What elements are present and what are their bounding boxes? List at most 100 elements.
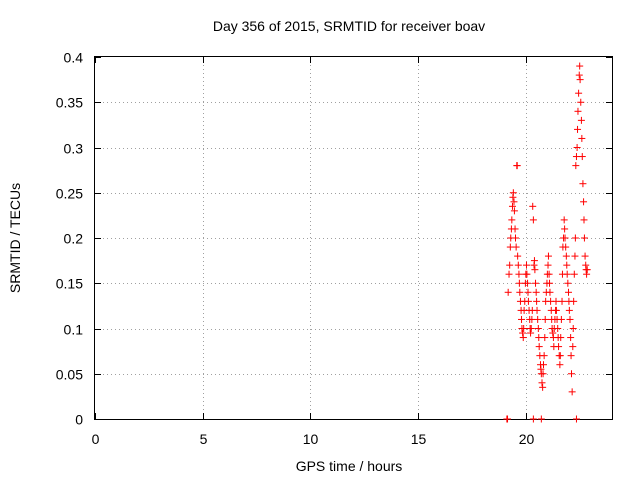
- data-point: [570, 297, 578, 305]
- data-point: [508, 202, 516, 210]
- data-points: [503, 62, 591, 423]
- data-point: [569, 343, 577, 351]
- data-point: [530, 257, 538, 265]
- data-point: [529, 216, 537, 224]
- data-point: [578, 153, 586, 161]
- data-point: [576, 62, 584, 70]
- x-tick-label: 0: [92, 431, 100, 447]
- data-point: [580, 234, 588, 242]
- data-point: [524, 279, 532, 287]
- data-point: [575, 71, 583, 79]
- data-point: [511, 234, 519, 242]
- data-point: [535, 343, 543, 351]
- data-point: [539, 383, 547, 391]
- data-point: [557, 334, 565, 342]
- data-point: [546, 279, 554, 287]
- data-point: [529, 415, 537, 423]
- data-point: [513, 162, 521, 170]
- x-tick-label: 10: [303, 431, 319, 447]
- y-tick-label: 0.2: [64, 231, 84, 247]
- data-point: [527, 329, 535, 337]
- y-tick-label: 0.05: [56, 367, 83, 383]
- data-point: [539, 361, 547, 369]
- data-point: [572, 415, 580, 423]
- y-tick-label: 0: [75, 412, 83, 428]
- y-tick-label: 0.15: [56, 276, 83, 292]
- x-tick-label: 15: [411, 431, 427, 447]
- data-point: [552, 297, 560, 305]
- data-point: [516, 288, 524, 296]
- data-point: [554, 325, 562, 332]
- data-point: [555, 343, 563, 351]
- data-point: [522, 261, 530, 269]
- data-point: [564, 288, 572, 296]
- data-point: [574, 125, 582, 133]
- grid-lines: [95, 57, 612, 419]
- data-point: [539, 370, 547, 378]
- data-point: [541, 315, 549, 323]
- data-point: [532, 288, 540, 296]
- data-point: [569, 325, 577, 332]
- data-point: [556, 352, 564, 360]
- data-point: [524, 297, 532, 305]
- data-point: [571, 234, 579, 242]
- data-point: [565, 306, 573, 314]
- y-tick-label: 0.4: [64, 50, 84, 66]
- data-point: [533, 306, 541, 314]
- data-point: [538, 379, 546, 387]
- data-point: [558, 297, 566, 305]
- y-tick-label: 0.1: [64, 322, 84, 338]
- data-point: [524, 288, 532, 296]
- data-point: [544, 252, 552, 260]
- y-axis-label: SRMTID / TECUs: [7, 183, 23, 293]
- data-point: [575, 89, 583, 97]
- data-point: [578, 134, 586, 142]
- y-tick-label: 0.35: [56, 95, 83, 111]
- data-point: [563, 270, 571, 278]
- data-point: [515, 270, 523, 278]
- data-point: [520, 325, 528, 332]
- data-point: [529, 202, 537, 210]
- plot-frame: [94, 56, 613, 420]
- data-point: [504, 415, 512, 423]
- data-point: [519, 329, 527, 337]
- data-point: [576, 76, 584, 84]
- data-point: [540, 352, 548, 360]
- data-point: [566, 315, 574, 323]
- data-point: [580, 216, 588, 224]
- data-point: [537, 415, 545, 423]
- data-point: [531, 266, 539, 274]
- data-point: [533, 297, 541, 305]
- data-point: [571, 252, 579, 260]
- data-point: [574, 107, 582, 115]
- data-point: [519, 334, 527, 342]
- data-point: [506, 261, 514, 269]
- data-point: [556, 361, 564, 369]
- data-point: [510, 207, 518, 215]
- data-point: [567, 352, 575, 360]
- data-point: [570, 270, 578, 278]
- data-point: [527, 325, 535, 332]
- data-point: [573, 144, 581, 151]
- data-point: [583, 270, 591, 278]
- data-point: [544, 261, 552, 269]
- data-point: [532, 279, 540, 287]
- data-point: [512, 243, 520, 251]
- data-point: [568, 388, 576, 396]
- data-point: [511, 225, 519, 233]
- data-point: [534, 325, 542, 332]
- data-point: [514, 252, 522, 260]
- data-point: [508, 216, 516, 224]
- data-point: [581, 252, 589, 260]
- data-point: [562, 243, 570, 251]
- data-point: [535, 334, 543, 342]
- data-point: [561, 234, 569, 242]
- axis-ticks: [95, 57, 612, 420]
- y-tick-label: 0.25: [56, 186, 83, 202]
- data-point: [580, 198, 588, 206]
- chart-title: Day 356 of 2015, SRMTID for receiver boa…: [213, 18, 485, 34]
- data-point: [509, 189, 517, 197]
- data-point: [579, 180, 587, 188]
- data-point: [514, 261, 522, 269]
- data-point: [523, 270, 531, 278]
